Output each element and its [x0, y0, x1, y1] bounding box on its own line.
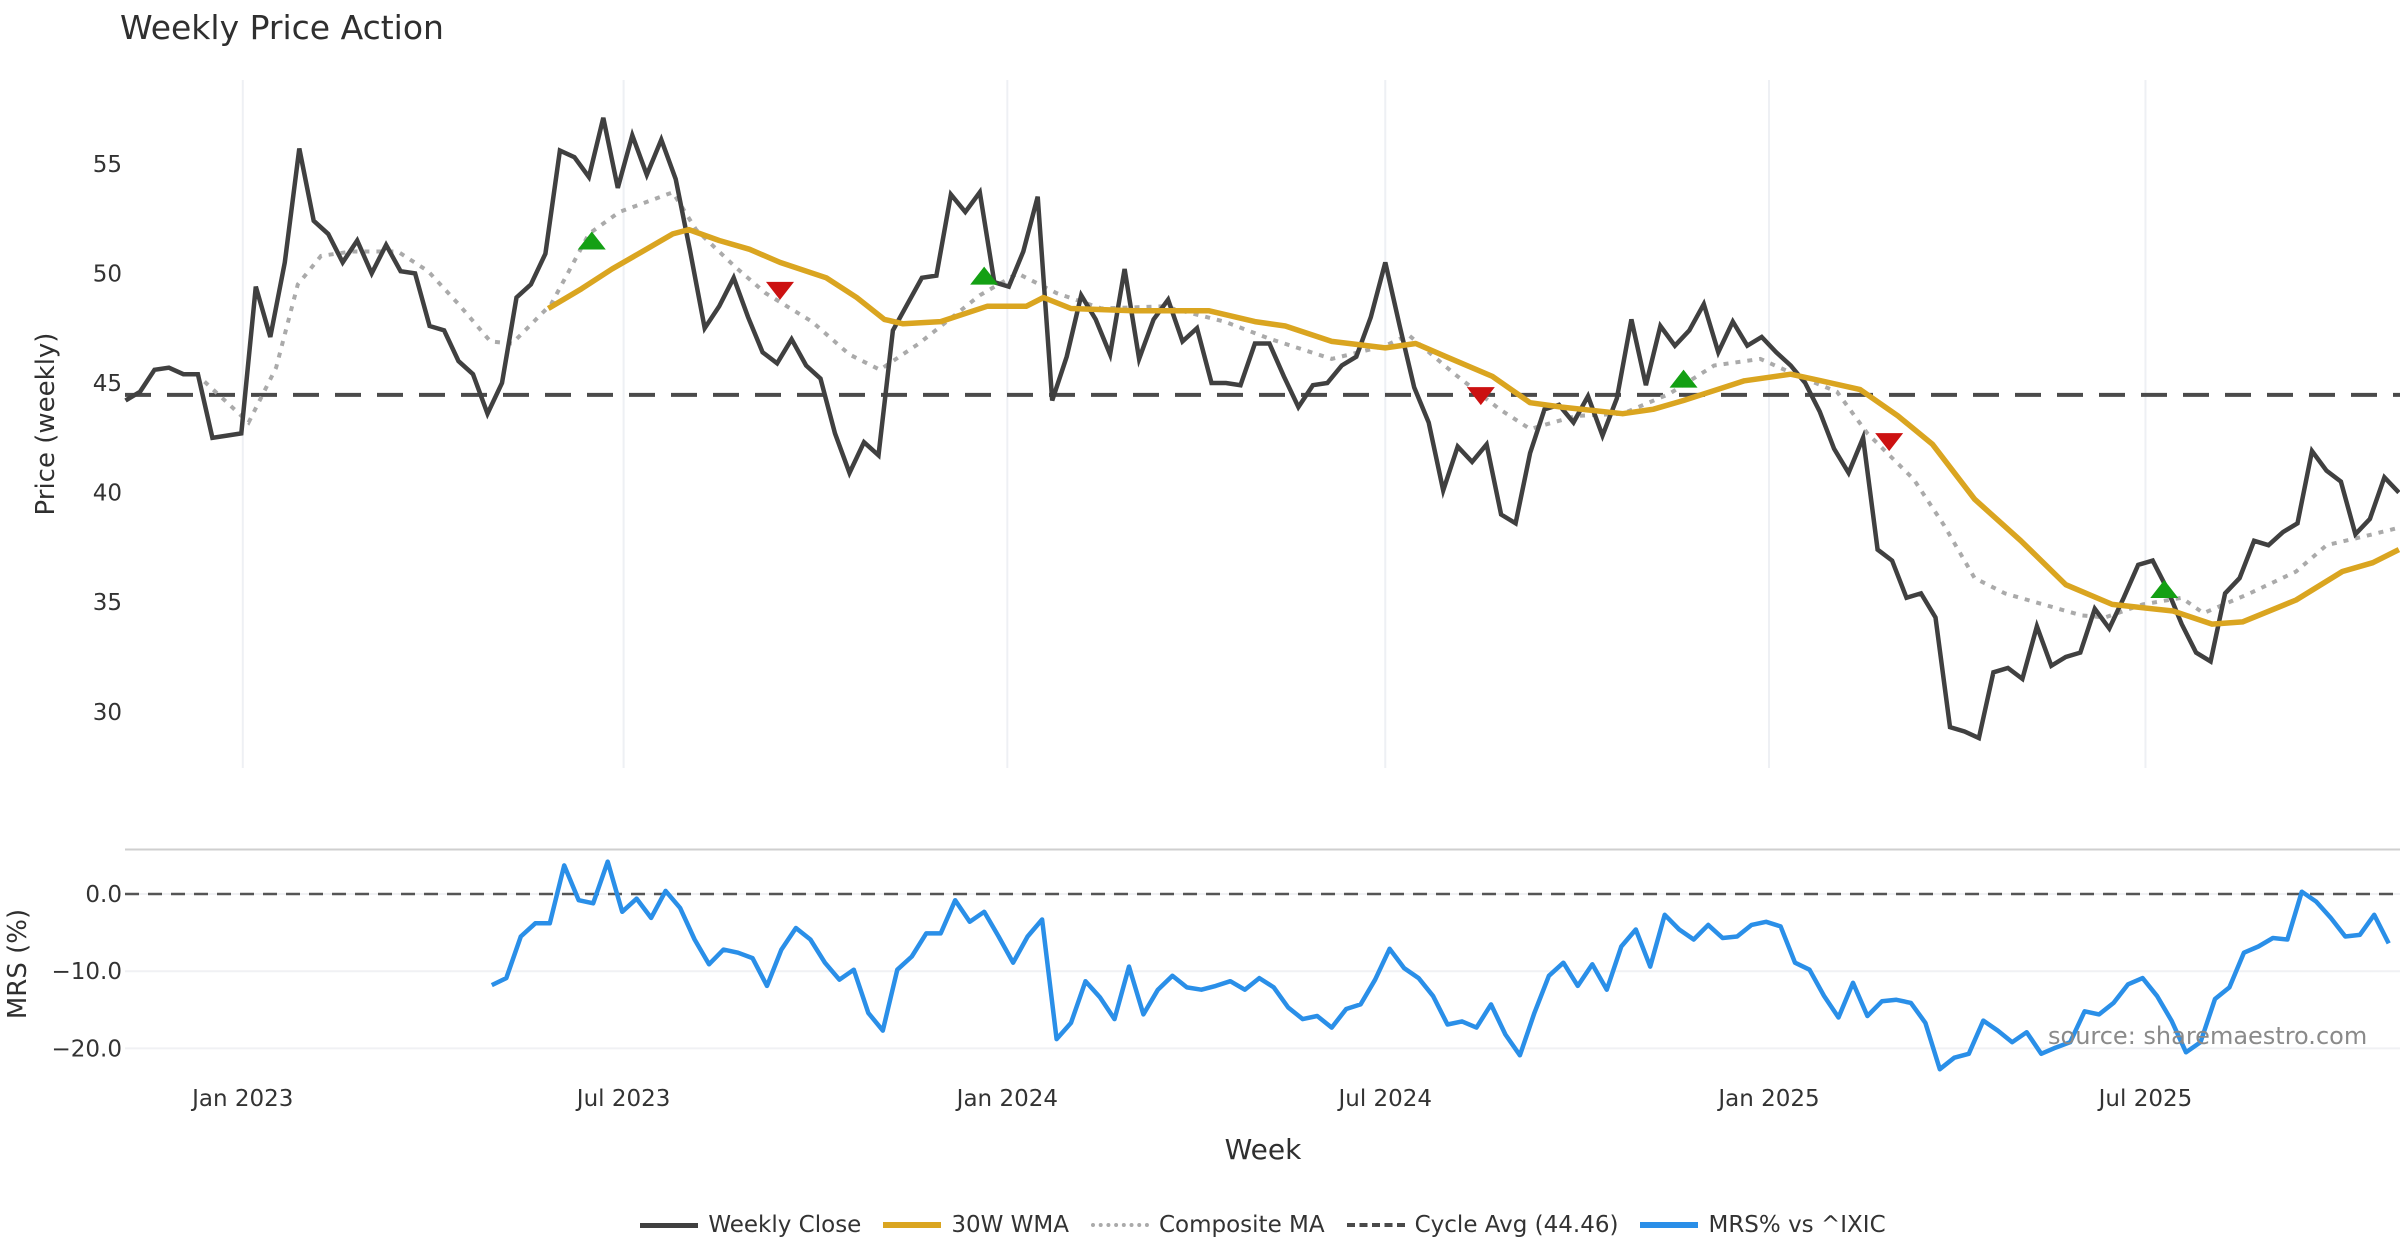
source-note: source: sharemaestro.com: [2048, 1022, 2368, 1050]
sell-signal-marker: [1466, 387, 1495, 406]
price-tick-label: 30: [93, 700, 122, 726]
legend: Weekly Close 30W WMA Composite MA Cycle …: [0, 1212, 2400, 1238]
mrs-line: [490, 859, 2391, 1072]
mrs-tick-label: −10.0: [52, 959, 122, 985]
x-axis-label: Week: [1224, 1133, 1302, 1166]
x-tick-label: Jan 2024: [955, 1086, 1058, 1112]
legend-item-weekly-close[interactable]: Weekly Close: [640, 1212, 861, 1238]
wma-line: [546, 226, 2400, 627]
weekly-close-line: [124, 117, 2400, 742]
buy-signal-marker: [970, 266, 999, 285]
mrs-tick-label: −20.0: [52, 1036, 122, 1062]
legend-item-mrs[interactable]: MRS% vs ^IXIC: [1640, 1212, 1886, 1238]
legend-label: MRS% vs ^IXIC: [1708, 1212, 1886, 1238]
composite-ma-line: [183, 189, 2400, 620]
legend-item-composite-ma[interactable]: Composite MA: [1090, 1212, 1325, 1238]
sell-signal-marker: [1875, 433, 1904, 452]
buy-signal-marker: [1669, 369, 1698, 388]
chart-title: Weekly Price Action: [120, 8, 444, 47]
price-tick-label: 50: [93, 261, 122, 287]
legend-label: Cycle Avg (44.46): [1414, 1212, 1619, 1238]
x-tick-label: Jan 2023: [190, 1086, 293, 1112]
legend-swatch-cycle-avg: [1346, 1223, 1405, 1227]
legend-swatch-wma: [883, 1222, 942, 1228]
legend-label: 30W WMA: [951, 1212, 1069, 1238]
legend-item-wma[interactable]: 30W WMA: [883, 1212, 1069, 1238]
price-tick-label: 45: [93, 371, 122, 397]
price-tick-label: 55: [93, 152, 122, 178]
x-tick-label: Jan 2025: [1716, 1086, 1819, 1112]
x-tick-label: Jul 2023: [575, 1086, 671, 1112]
price-axis-label: Price (weekly): [31, 332, 61, 516]
legend-swatch-composite-ma: [1090, 1223, 1149, 1227]
legend-swatch-weekly-close: [640, 1222, 699, 1228]
mrs-tick-label: 0.0: [85, 882, 122, 908]
buy-signal-marker: [577, 231, 606, 250]
legend-label: Composite MA: [1158, 1212, 1325, 1238]
price-tick-label: 40: [93, 481, 122, 507]
legend-item-cycle-avg[interactable]: Cycle Avg (44.46): [1346, 1212, 1619, 1238]
sell-signal-marker: [765, 281, 794, 300]
x-tick-label: Jul 2024: [1336, 1086, 1432, 1112]
legend-swatch-mrs: [1640, 1222, 1699, 1228]
buy-signal-marker: [2150, 580, 2179, 599]
price-tick-label: 35: [93, 590, 122, 616]
legend-label: Weekly Close: [708, 1212, 862, 1238]
mrs-axis-label: MRS (%): [3, 908, 33, 1020]
x-tick-label: Jul 2025: [2097, 1086, 2193, 1112]
